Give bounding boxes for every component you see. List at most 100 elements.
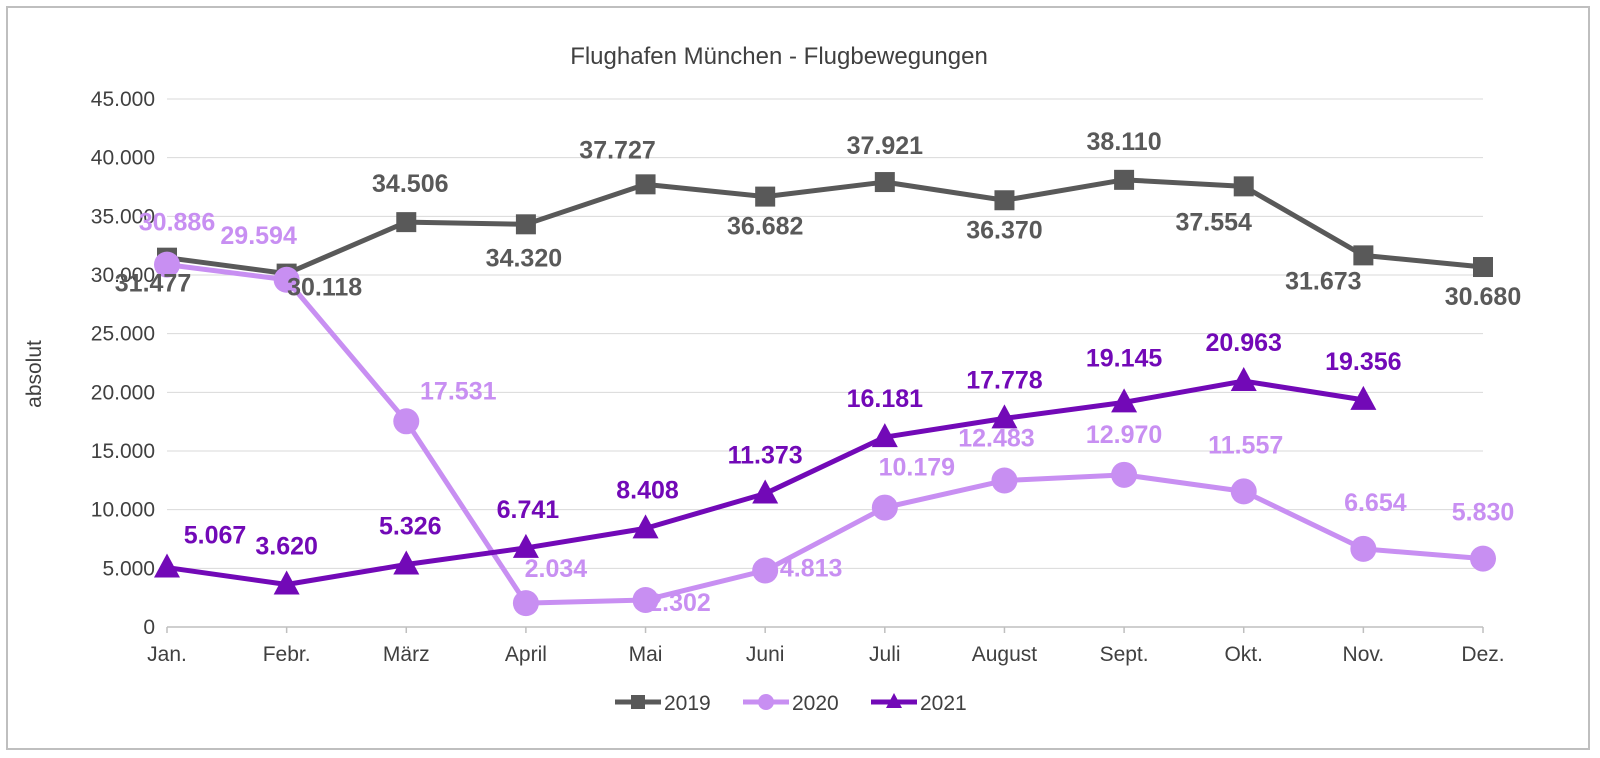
data-point-2019 [635,174,656,195]
data-point-2021 [871,423,898,448]
y-tick-label: 5.000 [102,557,155,580]
data-point-2020 [273,266,300,293]
data-label-2021: 3.620 [255,533,318,561]
data-point-2020 [1470,545,1496,572]
data-label-2021: 16.181 [847,385,924,413]
data-label-2019: 31.477 [115,270,191,298]
series-lines [166,177,1484,606]
x-tick-label: Juni [746,643,785,666]
x-tick-label: Jan. [147,643,187,666]
data-label-2020: 2.302 [648,589,711,617]
data-point-2019 [874,172,895,193]
data-point-2021 [1111,388,1138,413]
data-point-2021 [632,514,659,539]
data-point-2019 [396,212,417,233]
legend-label-2021: 2021 [920,692,967,715]
data-point-2021 [1230,367,1257,392]
legend-swatch-marker-2020 [758,694,774,710]
line-chart: Flughafen München - Flugbewegungen absol… [23,43,1521,715]
data-label-2020: 5.830 [1452,499,1515,527]
y-tick-label: 45.000 [91,88,155,111]
data-point-2019 [515,214,536,235]
data-label-2020: 2.034 [525,555,588,583]
data-point-2020 [1230,478,1257,505]
data-label-2019: 38.110 [1087,128,1162,156]
data-label-2021: 20.963 [1205,329,1281,357]
data-point-2021 [512,533,539,558]
data-point-2020 [752,557,779,584]
data-label-2020: 6.654 [1344,489,1407,517]
data-label-2021: 17.778 [966,366,1043,394]
gridlines [167,98,1483,569]
x-tick-label: Okt. [1224,643,1263,666]
data-point-2019 [1473,257,1493,278]
chart-frame: Flughafen München - Flugbewegungen absol… [6,6,1590,750]
data-label-2021: 8.408 [616,476,679,504]
y-tick-label: 15.000 [91,440,155,463]
data-point-2020 [1111,461,1138,488]
series-line-2020 [166,262,1484,606]
data-point-2021 [752,479,779,504]
data-label-2021: 19.356 [1325,348,1401,376]
y-tick-label: 25.000 [91,323,155,346]
data-point-2020 [154,251,180,278]
data-labels: 31.477 30.118 34.506 34.320 37.727 36.682 37.9… [115,128,1521,617]
data-label-2019: 36.370 [966,216,1042,244]
series-markers [154,169,1496,617]
x-tick-label: März [383,643,430,666]
data-point-2020 [632,586,659,613]
data-label-2019: 37.921 [847,132,924,160]
data-label-2021: 5.326 [379,513,442,541]
data-point-2020 [393,408,420,435]
y-tick-label: 35.000 [91,205,155,228]
data-label-2019: 37.727 [579,136,655,164]
x-tick-label: Juli [869,643,901,666]
data-point-2019 [1233,176,1254,197]
series-line-2019 [166,177,1484,277]
axes: 0 5.000 10.000 15.000 20.000 25.000 30.000 35.0… [91,88,1505,666]
data-label-2020: 29.594 [220,222,297,250]
x-tick-label: Dez. [1461,643,1504,666]
y-tick-label: 20.000 [91,381,155,404]
data-label-2021: 6.741 [497,496,560,524]
data-point-2020 [1350,535,1377,562]
data-point-2020 [871,494,898,521]
legend-swatch-marker-2019 [631,695,645,709]
data-label-2019: 30.680 [1445,283,1521,311]
y-axis-label: absolut [23,340,46,408]
legend-label-2019: 2019 [664,692,711,715]
data-point-2019 [994,190,1015,211]
data-label-2019: 34.506 [372,170,448,198]
data-label-2019: 31.673 [1285,267,1361,295]
data-label-2020: 30.886 [139,209,215,237]
data-label-2020: 12.483 [958,425,1034,453]
x-tick-label: Febr. [263,643,311,666]
y-tick-label: 40.000 [91,147,155,170]
data-point-2021 [393,550,420,575]
y-tick-label: 0 [143,616,155,639]
data-point-2020 [512,590,539,617]
legend-label-2020: 2020 [792,692,839,715]
data-label-2019: 34.320 [486,244,562,272]
data-label-2020: 11.557 [1208,431,1283,459]
data-point-2021 [154,553,180,578]
data-label-2021: 11.373 [728,442,803,470]
data-label-2019: 36.682 [727,213,803,241]
data-label-2020: 10.179 [879,454,955,482]
data-label-2019: 30.118 [287,274,362,302]
data-point-2019 [1114,169,1135,190]
x-tick-label: Sept. [1100,643,1149,666]
chart-title: Flughafen München - Flugbewegungen [570,43,988,70]
data-label-2021: 5.067 [184,522,247,550]
data-label-2020: 12.970 [1086,421,1162,449]
data-label-2021: 19.145 [1086,344,1163,372]
data-point-2021 [991,404,1018,429]
legend-swatch-marker-2021 [886,693,902,708]
x-tick-label: August [972,643,1038,666]
x-tick-label: April [505,643,547,666]
y-tick-label: 10.000 [91,499,155,522]
x-tick-label: Mai [629,643,663,666]
data-label-2020: 17.531 [420,377,497,405]
data-point-2019 [755,186,776,207]
data-point-2019 [1353,245,1374,266]
